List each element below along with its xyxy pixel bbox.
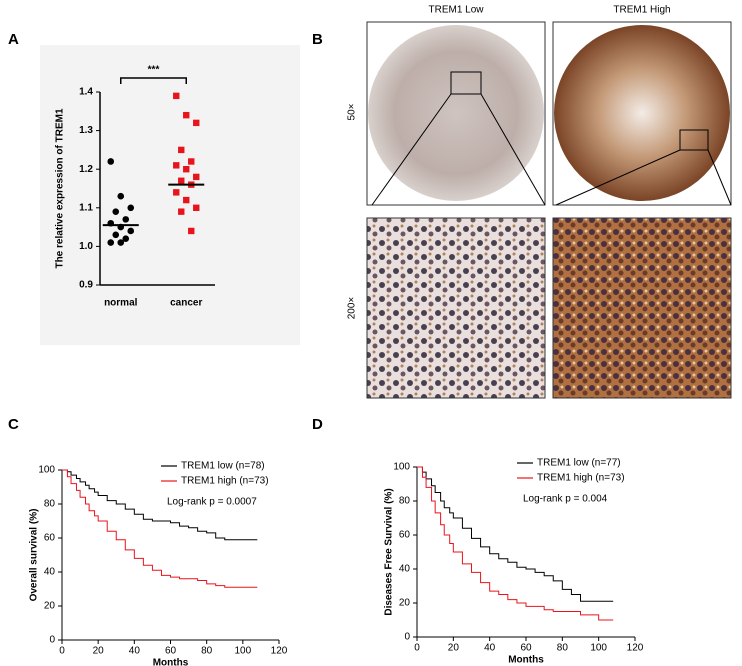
panel-label: A: [8, 31, 19, 48]
x-tick-label: 80: [201, 646, 213, 657]
point: [173, 162, 180, 169]
y-tick-label: 0: [404, 632, 410, 643]
y-tick-label: 60: [44, 533, 56, 544]
y-axis-label: Diseases Free Survival (%): [384, 488, 395, 615]
x-tick-label: 0: [59, 646, 65, 657]
y-tick-label: 100: [393, 462, 410, 473]
y-tick-label: 100: [38, 465, 55, 476]
point: [178, 208, 185, 215]
y-axis-label: The relative expression of TREM1: [55, 108, 66, 268]
point: [117, 239, 125, 246]
column-label: TREM1 Low: [428, 5, 484, 16]
point: [112, 208, 120, 215]
survival-curve: [62, 469, 258, 541]
x-tick-label: 40: [129, 646, 141, 657]
point: [188, 227, 195, 235]
annotation: Log-rank p = 0.0007: [167, 497, 257, 508]
x-tick-label: 60: [165, 646, 177, 657]
x-tick-label: 100: [234, 646, 251, 657]
legend-label: TREM1 high (n=73): [181, 476, 269, 487]
micrograph: [366, 217, 546, 399]
panel-background: [40, 45, 300, 345]
bracket: [120, 77, 187, 84]
x-tick-label: 20: [448, 643, 460, 654]
y-tick-label: 80: [399, 496, 411, 507]
y-tick-label: 20: [399, 598, 411, 609]
x-tick-label: 120: [271, 646, 288, 657]
x-tick-label: 100: [590, 643, 607, 654]
micrograph: [552, 217, 732, 399]
survival-curve: [417, 466, 614, 602]
point: [178, 177, 185, 184]
survival-curve: [417, 466, 614, 621]
point: [173, 189, 180, 196]
row-label: 50×: [347, 103, 358, 120]
y-tick-label: 0: [49, 635, 55, 646]
point: [107, 239, 115, 246]
point: [193, 173, 200, 181]
x-tick-label: 120: [627, 643, 644, 654]
y-tick-label: 1.4: [79, 87, 93, 98]
x-tick-label: 0: [414, 643, 420, 654]
point: [127, 227, 135, 235]
point: [183, 111, 190, 119]
y-tick-label: 40: [399, 564, 411, 575]
legend-label: TREM1 low (n=78): [181, 461, 265, 472]
x-tick-label: normal: [104, 298, 138, 309]
x-tick-label: 40: [484, 643, 496, 654]
point: [173, 92, 180, 100]
x-tick-label: 20: [93, 646, 105, 657]
point: [122, 216, 130, 223]
y-tick-label: 1.0: [79, 241, 93, 252]
point: [107, 158, 115, 165]
y-tick-label: 60: [399, 530, 411, 541]
annotation: Log-rank p = 0.004: [523, 494, 608, 505]
point: [178, 146, 185, 154]
panel-label: D: [312, 416, 323, 433]
point: [188, 158, 195, 165]
y-tick-label: 0.9: [79, 280, 93, 291]
point: [193, 119, 200, 127]
significance: ***: [148, 65, 160, 76]
point: [193, 204, 200, 211]
x-axis-label: Months: [508, 655, 544, 666]
point: [112, 231, 120, 239]
point: [183, 166, 190, 173]
y-tick-label: 40: [44, 567, 56, 578]
panel-label: C: [8, 416, 19, 433]
y-tick-label: 80: [44, 499, 56, 510]
x-tick-label: 80: [557, 643, 569, 654]
y-tick-label: 20: [44, 601, 56, 612]
survival-curve: [62, 469, 258, 588]
x-tick-label: cancer: [170, 298, 202, 309]
x-tick-label: 60: [520, 643, 532, 654]
legend-label: TREM1 high (n=73): [537, 473, 625, 484]
point: [117, 192, 125, 200]
micrograph: [366, 21, 546, 206]
legend-label: TREM1 low (n=77): [537, 458, 621, 469]
row-label: 200×: [347, 297, 358, 320]
y-axis-label: Overall survival (%): [29, 509, 40, 602]
column-label: TREM1 High: [613, 5, 670, 16]
point: [127, 204, 135, 212]
y-tick-label: 1.2: [79, 164, 93, 175]
panel-label: B: [312, 31, 323, 48]
y-tick-label: 1.1: [79, 202, 93, 213]
point: [183, 196, 190, 204]
x-axis-label: Months: [153, 658, 189, 666]
micrograph: [552, 21, 732, 206]
y-tick-label: 1.3: [79, 125, 93, 136]
point: [122, 235, 130, 242]
